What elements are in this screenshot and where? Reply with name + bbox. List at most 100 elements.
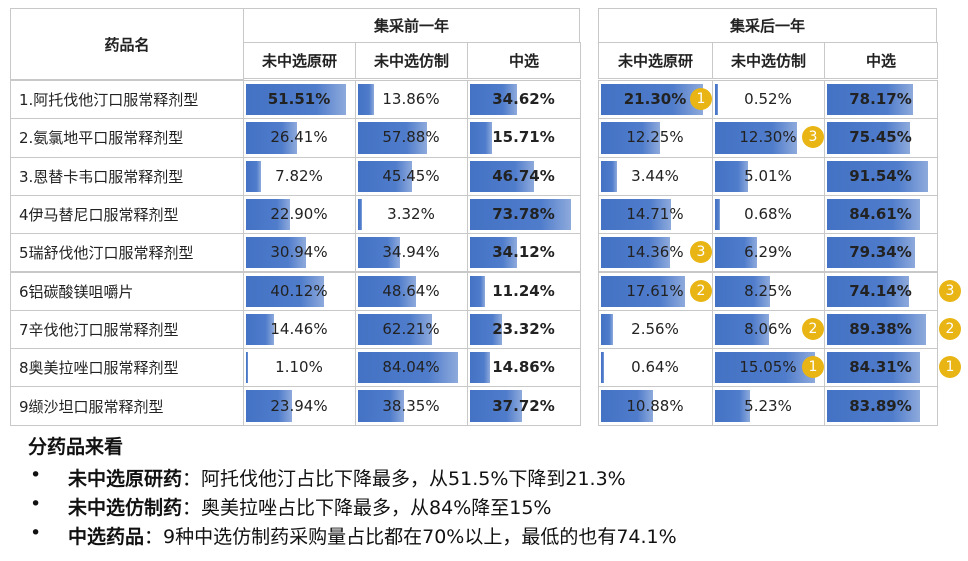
rank-badge: 2: [939, 317, 961, 340]
cell-value: 75.45%: [849, 128, 912, 147]
data-bar: [715, 237, 757, 269]
cell-value: 5.23%: [744, 396, 792, 415]
item-label: 未中选仿制药: [68, 497, 183, 519]
data-bar: [827, 198, 921, 231]
cell-value: 57.88%: [382, 128, 440, 147]
cell-value: 0.52%: [744, 90, 792, 109]
data-bar: [358, 313, 433, 346]
rank-badge: 3: [690, 241, 712, 264]
cell-value: 26.41%: [270, 128, 328, 147]
data-bar: [827, 275, 909, 307]
data-bar: [470, 237, 517, 269]
cell-value: 34.94%: [382, 243, 440, 262]
cell-value: 14.71%: [626, 205, 684, 224]
data-bar: [601, 390, 654, 422]
item-text: ：奥美拉唑占比下降最多，从84%降至15%: [182, 497, 552, 519]
cell-value: 83.89%: [849, 396, 912, 415]
data-bar: [470, 352, 491, 384]
cell-value: 48.64%: [382, 281, 440, 300]
data-bar: [827, 313, 926, 346]
data-bar: [358, 122, 427, 154]
cell-value: 45.45%: [382, 166, 440, 185]
cell-value: 1.10%: [275, 358, 323, 377]
data-bar: [827, 237, 915, 269]
rank-badge: 2: [690, 279, 712, 302]
cell-value: 79.34%: [849, 243, 912, 262]
data-bar: [358, 275, 416, 307]
data-bar: [715, 275, 770, 307]
item-text: ：阿托伐他汀占比下降最多，从51.5%下降到21.3%: [182, 468, 626, 490]
drug-name: 6铝碳酸镁咀嚼片: [10, 271, 244, 311]
cell-value: 34.12%: [492, 243, 555, 262]
data-bar: [470, 84, 518, 116]
data-cell: [824, 386, 938, 426]
cell-value: 73.78%: [492, 205, 555, 224]
cell-value: 12.25%: [626, 128, 684, 147]
cell-value: 74.14%: [849, 281, 912, 300]
column-header: 中选: [467, 42, 581, 79]
rank-badge: 1: [690, 88, 712, 110]
column-header: 中选: [824, 42, 938, 79]
cell-value: 46.74%: [492, 166, 555, 185]
data-bar: [470, 275, 486, 307]
group-header: 集采后一年: [598, 8, 937, 43]
bullet: •: [30, 493, 42, 515]
drug-name: 7辛伐他汀口服常释剂型: [10, 309, 244, 350]
data-bar: [601, 352, 605, 384]
cell-value: 62.21%: [382, 319, 440, 338]
drug-name: 2.氨氯地平口服常释剂型: [10, 118, 244, 158]
data-bar: [246, 390, 293, 422]
cell-value: 3.32%: [387, 205, 435, 224]
data-bar: [470, 122, 492, 154]
cell-value: 8.25%: [744, 281, 792, 300]
cell-value: 78.17%: [849, 90, 912, 109]
data-bar: [246, 198, 291, 231]
cell-value: 30.94%: [270, 243, 328, 262]
drug-name: 4伊马替尼口服常释剂型: [10, 194, 244, 235]
cell-value: 7.82%: [275, 166, 323, 185]
summary-item: 未中选仿制药：奥美拉唑占比下降最多，从84%降至15%: [68, 493, 551, 520]
data-bar: [358, 198, 362, 231]
data-bar: [358, 352, 458, 384]
data-bar: [715, 160, 749, 192]
cell-value: 14.46%: [270, 319, 328, 338]
data-bar: [601, 275, 686, 307]
cell-value: 13.86%: [382, 90, 440, 109]
cell-value: 5.01%: [744, 166, 792, 185]
rank-badge: 1: [802, 356, 824, 379]
bullet: •: [30, 522, 42, 544]
cell-value: 22.90%: [270, 205, 328, 224]
cell-value: 14.36%: [626, 243, 684, 262]
cell-value: 51.51%: [267, 90, 331, 109]
data-bar: [246, 352, 249, 384]
data-bar: [358, 84, 375, 116]
data-bar: [601, 160, 618, 192]
column-header: 未中选原研: [598, 42, 713, 79]
data-bar: [827, 352, 921, 384]
cell-value: 34.62%: [492, 90, 555, 109]
data-bar: [601, 198, 672, 231]
cell-value: 84.61%: [849, 205, 912, 224]
data-bar: [601, 122, 660, 154]
cell-value: 0.64%: [631, 358, 679, 377]
data-bar: [715, 313, 769, 346]
cell-value: 3.44%: [631, 166, 679, 185]
data-bar: [827, 84, 914, 116]
column-header: 未中选原研: [243, 42, 356, 79]
item-label: 未中选原研药: [68, 468, 183, 490]
data-bar: [601, 84, 703, 116]
cell-value: 91.54%: [849, 166, 912, 185]
data-bar: [246, 237, 307, 269]
data-bar: [358, 390, 404, 422]
drug-name: 5瑞舒伐他汀口服常释剂型: [10, 233, 244, 273]
summary-title: 分药品来看: [28, 436, 124, 458]
data-bar: [470, 160, 534, 192]
data-bar: [358, 237, 400, 269]
cell-value: 17.61%: [626, 281, 684, 300]
data-cell: [467, 386, 581, 426]
cell-value: 8.06%: [744, 319, 792, 338]
cell-value: 38.35%: [382, 396, 440, 415]
data-bar: [358, 160, 413, 192]
data-bar: [601, 313, 614, 346]
